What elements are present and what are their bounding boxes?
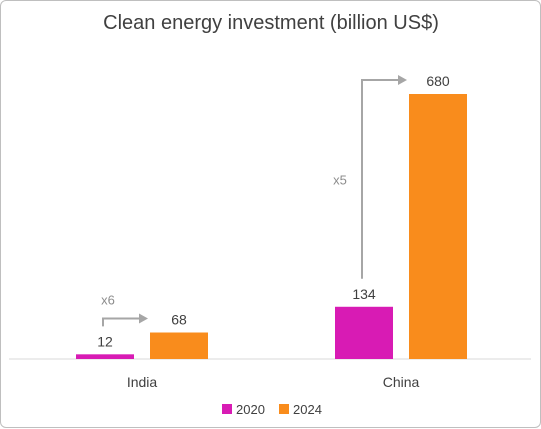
data-label-india-2020: 12 xyxy=(97,333,113,349)
legend-swatch-2020 xyxy=(222,404,232,414)
data-label-india-2024: 68 xyxy=(171,312,187,328)
legend: 2020 2024 xyxy=(222,402,322,417)
legend-label-2024: 2024 xyxy=(293,402,322,417)
legend-swatch-2024 xyxy=(279,404,289,414)
chart-title: Clean energy investment (billion US$) xyxy=(103,12,439,34)
multiplier-label-india: x6 xyxy=(101,293,115,308)
bar-india-2024 xyxy=(150,332,208,359)
arrows-group xyxy=(102,75,407,327)
growth-arrowhead-india xyxy=(139,313,148,324)
bar-china-2020 xyxy=(335,306,393,359)
growth-arrow-india xyxy=(102,317,140,327)
legend-label-2020: 2020 xyxy=(236,402,265,417)
bar-india-2020 xyxy=(76,354,134,359)
data-label-china-2020: 134 xyxy=(352,286,376,302)
category-label-india: India xyxy=(127,374,158,390)
bars-group xyxy=(76,94,467,359)
bar-china-2024 xyxy=(409,94,467,359)
data-label-china-2024: 680 xyxy=(426,73,450,89)
category-label-china: China xyxy=(383,374,420,390)
growth-arrow-china xyxy=(361,79,399,279)
labels-group: 12 68 India 134 680 China x6 x5 xyxy=(97,73,450,390)
growth-arrowhead-china xyxy=(398,75,407,85)
multiplier-label-china: x5 xyxy=(333,172,347,187)
